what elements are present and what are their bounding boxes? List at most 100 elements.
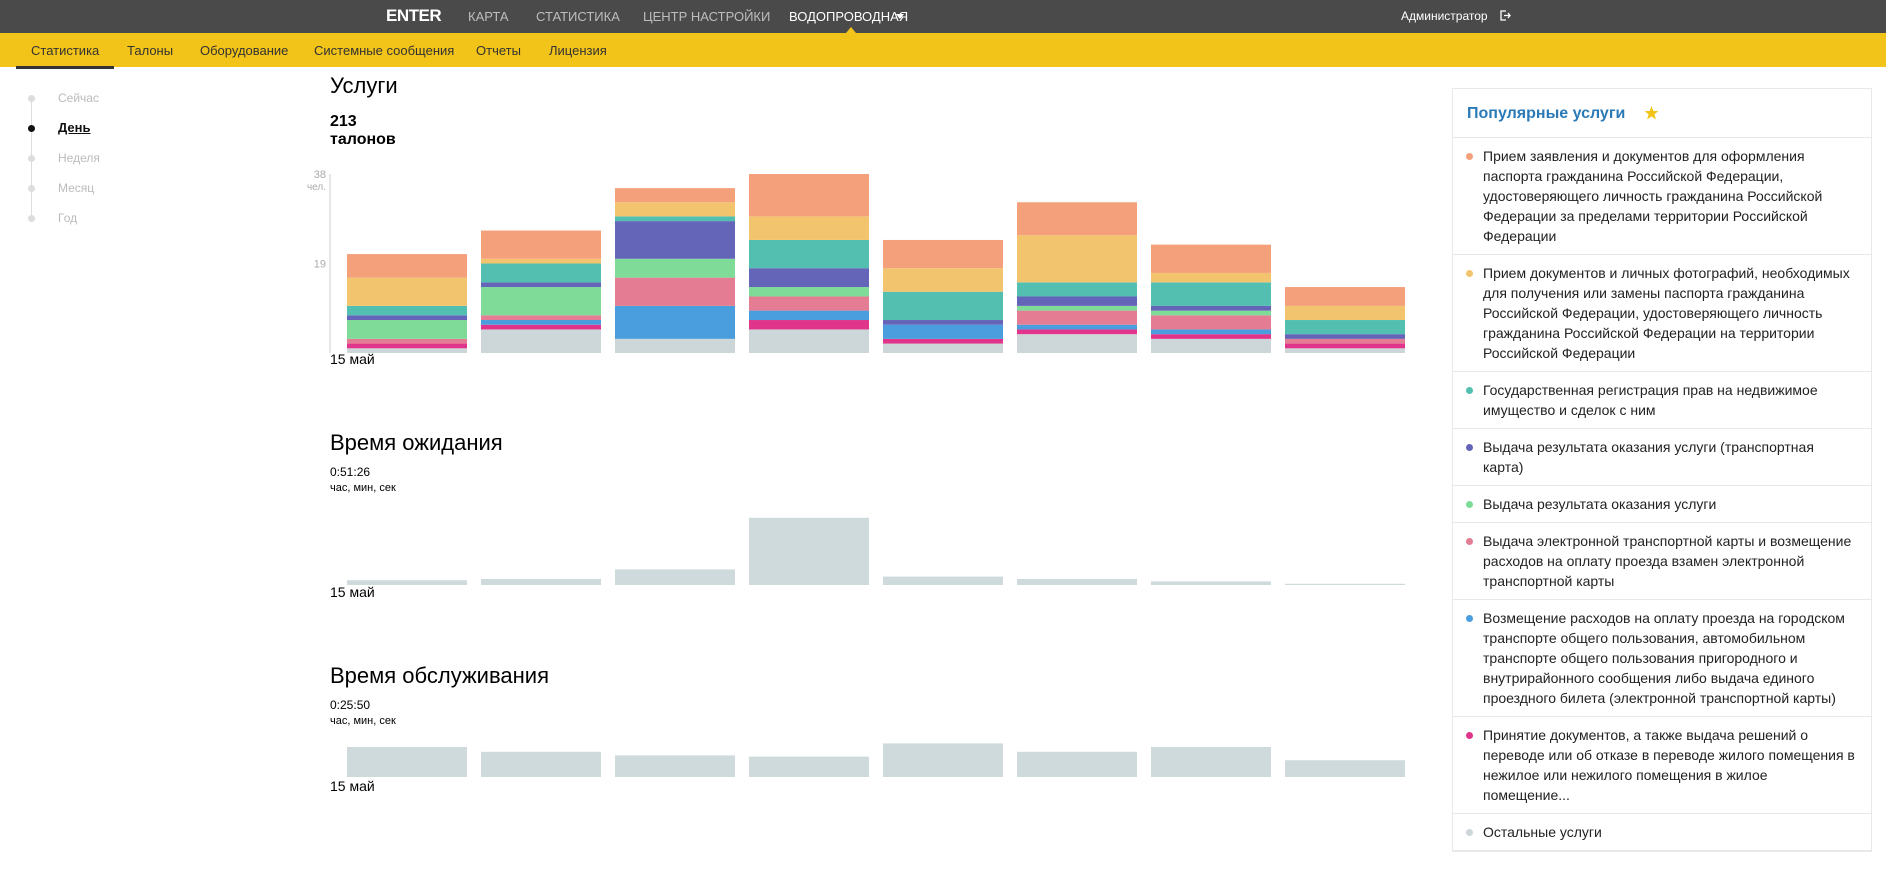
tab[interactable]: Талоны [127,43,174,58]
summary-unit: талонов [330,131,396,148]
bar [481,751,601,777]
legend-item[interactable]: Прием заявления и документов для оформле… [1453,138,1871,255]
bar-segment [347,277,467,306]
bar-segment [615,216,735,222]
bar-segment [1285,348,1405,353]
bar-segment [883,268,1003,292]
legend-dot [1466,501,1473,508]
bar-segment [749,268,869,288]
bar [1017,751,1137,777]
x-tick-label: 15 май [330,351,375,367]
legend-label: Выдача результата оказания услуги [1483,496,1717,512]
bar-segment [347,320,467,339]
timeline-dot [28,215,35,222]
period[interactable]: Неделя [58,151,100,165]
period[interactable]: Год [58,211,78,225]
menu-item[interactable]: КАРТА [468,9,509,24]
legend-dot [1466,444,1473,451]
bar-segment [481,282,601,288]
summary-value: 0:51:26 [330,465,370,479]
popular-panel: Популярные услуги Прием заявления и доку… [1452,88,1872,852]
y-tick-label: 19 [314,259,326,271]
bar-segment [615,221,735,259]
legend-item[interactable]: Выдача электронной транспортной карты и … [1453,523,1871,600]
legend-item[interactable]: Принятие документов, а также выдача реше… [1453,717,1871,814]
menu-item[interactable]: ЦЕНТР НАСТРОЙКИ [643,9,771,24]
bar-segment [749,320,869,330]
bar [1285,760,1405,777]
top-bar: ENTER КАРТА СТАТИСТИКА ЦЕНТР НАСТРОЙКИ В… [0,0,1886,33]
legend-item[interactable]: Выдача результата оказания услуги [1453,486,1871,523]
bar-segment [883,324,1003,339]
bar-segment [749,310,869,321]
timeline-dot [28,95,35,102]
bar-segment [883,338,1003,344]
legend-item[interactable]: Выдача результата оказания услуги (транс… [1453,429,1871,486]
star-icon[interactable] [1644,106,1659,120]
bar-segment [1151,338,1271,353]
period[interactable]: День [58,120,91,135]
legend-item[interactable]: Государственная регистрация прав на недв… [1453,372,1871,429]
bar-segment [1017,310,1137,325]
legend-dot [1466,615,1473,622]
bar-segment [481,287,601,316]
bar-segment [615,277,735,306]
y-tick-label: 38 [314,169,326,181]
legend-dot [1466,829,1473,836]
bar-segment [615,305,735,339]
bar-segment [1151,305,1271,311]
tab[interactable]: Статистика [16,43,115,69]
chart-title: Время ожидания [330,430,503,455]
bar-segment [1017,305,1137,311]
bar-segment [883,320,1003,325]
bar-segment [883,291,1003,321]
logout-icon[interactable] [1500,10,1511,21]
bar-segment [1151,334,1271,339]
tab[interactable]: Лицензия [549,43,607,58]
bar-segment [1151,272,1271,283]
bar-segment [481,315,601,321]
active-marker [846,27,856,33]
bar-segment [615,258,735,278]
bar [615,755,735,777]
tab[interactable]: Отчеты [476,43,521,58]
bar [347,580,467,585]
logo[interactable]: ENTER [386,6,442,25]
legend-item[interactable]: Остальные услуги [1453,814,1871,851]
tab[interactable]: Оборудование [200,43,289,58]
period[interactable]: Сейчас [58,91,99,105]
bar-segment [347,305,467,316]
bar-segment [347,254,467,278]
menu-item[interactable]: ВОДОПРОВОДНАЯ [789,9,909,24]
summary-unit: час, мин, сек [330,715,396,727]
legend-label: Принятие документов, а также выдача реше… [1483,727,1855,803]
bar-segment [1017,282,1137,297]
bar-segment [1285,338,1405,344]
legend-item[interactable]: Прием документов и личных фотографий, не… [1453,255,1871,372]
summary-unit: час, мин, сек [330,482,396,494]
bar-segment [749,287,869,297]
bar-segment [749,296,869,311]
bar-segment [1285,305,1405,321]
bar-segment [1017,334,1137,353]
menu-item[interactable]: СТАТИСТИКА [536,9,620,24]
user-name[interactable]: Администратор [1401,9,1488,23]
x-tick-label: 15 май [330,778,375,794]
legend-label: Прием заявления и документов для оформле… [1483,148,1823,244]
bar [883,743,1003,777]
bar-segment [481,230,601,259]
bar-segment [347,343,467,349]
bar [749,517,869,585]
timeline-dot [28,125,35,132]
bar-segment [347,315,467,321]
chart-title: Услуги [330,73,398,98]
bar [481,579,601,585]
bar-segment [749,216,869,240]
panel-header: Популярные услуги [1453,89,1871,138]
tab[interactable]: Системные сообщения [314,43,455,58]
period[interactable]: Месяц [58,181,95,195]
legend-item[interactable]: Возмещение расходов на оплату проезда на… [1453,600,1871,717]
bar [347,747,467,777]
legend-dot [1466,732,1473,739]
